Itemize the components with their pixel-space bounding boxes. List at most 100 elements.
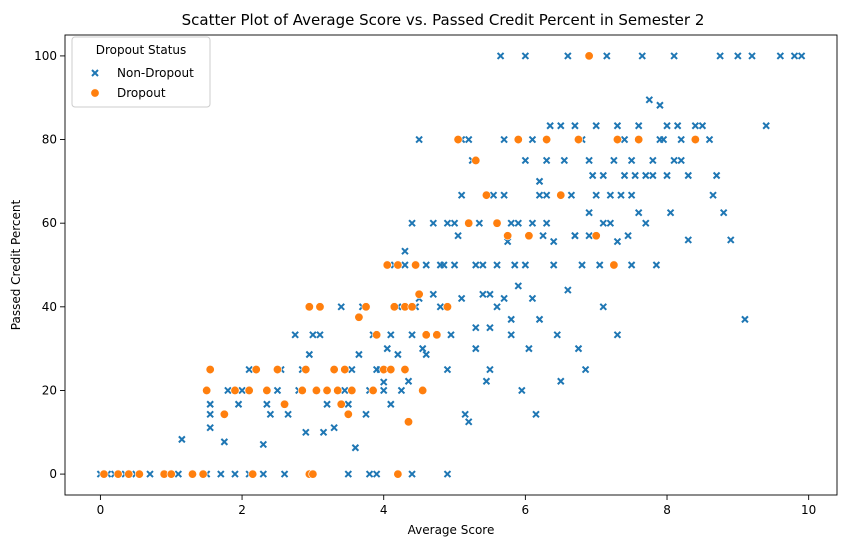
point-non-dropout xyxy=(663,171,671,180)
plot-frame xyxy=(64,34,838,496)
point-non-dropout xyxy=(365,470,374,478)
point-dropout xyxy=(361,302,371,312)
point-non-dropout xyxy=(790,52,799,60)
point-dropout xyxy=(432,330,442,340)
point-dropout xyxy=(297,385,307,395)
point-non-dropout xyxy=(553,331,561,339)
point-non-dropout xyxy=(472,344,480,353)
point-non-dropout xyxy=(521,52,530,60)
point-non-dropout xyxy=(567,191,576,199)
point-non-dropout xyxy=(546,122,554,130)
point-non-dropout xyxy=(581,365,590,374)
point-non-dropout xyxy=(613,331,622,339)
point-dropout xyxy=(393,469,403,479)
point-non-dropout xyxy=(493,261,501,269)
point-non-dropout xyxy=(571,122,579,130)
point-non-dropout xyxy=(351,444,360,452)
point-non-dropout xyxy=(560,156,569,165)
point-non-dropout xyxy=(564,286,572,294)
legend-marker-non-dropout xyxy=(91,69,99,77)
point-non-dropout xyxy=(599,171,607,180)
point-non-dropout xyxy=(797,52,806,60)
point-non-dropout xyxy=(585,232,593,240)
point-non-dropout xyxy=(542,219,551,227)
point-non-dropout xyxy=(663,122,671,130)
point-non-dropout xyxy=(603,52,611,60)
point-dropout xyxy=(634,135,644,145)
point-non-dropout xyxy=(418,344,427,353)
point-non-dropout xyxy=(525,344,533,353)
point-dropout xyxy=(262,385,272,395)
point-non-dropout xyxy=(461,410,469,418)
chart-title: Scatter Plot of Average Score vs. Passed… xyxy=(182,11,705,29)
point-dropout xyxy=(442,302,452,312)
point-non-dropout xyxy=(557,122,565,130)
point-dropout xyxy=(219,409,229,419)
point-non-dropout xyxy=(266,410,275,418)
point-non-dropout xyxy=(362,410,370,418)
point-non-dropout xyxy=(599,303,607,311)
point-non-dropout xyxy=(592,122,600,130)
y-tick-label: 60 xyxy=(42,216,57,230)
point-non-dropout xyxy=(457,294,466,303)
point-dropout xyxy=(690,135,700,145)
point-non-dropout xyxy=(482,377,491,385)
legend-label-dropout: Dropout xyxy=(117,86,166,100)
point-non-dropout xyxy=(500,294,508,303)
point-non-dropout xyxy=(578,261,586,269)
point-non-dropout xyxy=(238,386,246,395)
point-non-dropout xyxy=(652,261,661,269)
point-non-dropout xyxy=(627,261,636,269)
point-non-dropout xyxy=(656,101,664,109)
point-non-dropout xyxy=(397,386,406,395)
point-non-dropout xyxy=(631,171,639,180)
point-non-dropout xyxy=(355,350,363,359)
point-non-dropout xyxy=(387,400,395,408)
point-dropout xyxy=(205,365,215,375)
point-dropout xyxy=(113,469,123,479)
point-non-dropout xyxy=(486,324,494,332)
point-non-dropout xyxy=(206,410,214,418)
point-non-dropout xyxy=(528,135,537,144)
point-non-dropout xyxy=(549,237,558,246)
point-non-dropout xyxy=(748,52,756,60)
point-non-dropout xyxy=(383,344,391,353)
point-non-dropout xyxy=(404,377,413,385)
point-non-dropout xyxy=(539,232,547,240)
point-non-dropout xyxy=(280,470,289,478)
point-non-dropout xyxy=(479,261,487,269)
point-non-dropout xyxy=(217,470,225,478)
x-axis-label: Average Score xyxy=(408,523,495,537)
point-non-dropout xyxy=(284,410,292,418)
point-non-dropout xyxy=(507,331,515,339)
point-non-dropout xyxy=(486,365,494,374)
point-non-dropout xyxy=(627,191,636,199)
point-non-dropout xyxy=(443,470,452,478)
point-dropout xyxy=(471,155,481,165)
point-non-dropout xyxy=(507,315,515,324)
point-non-dropout xyxy=(408,331,416,339)
point-dropout xyxy=(124,469,134,479)
point-dropout xyxy=(612,135,622,145)
point-dropout xyxy=(492,218,502,228)
point-dropout xyxy=(347,385,357,395)
point-dropout xyxy=(591,231,601,241)
point-non-dropout xyxy=(245,365,253,374)
point-non-dropout xyxy=(472,324,480,332)
point-dropout xyxy=(311,385,321,395)
point-non-dropout xyxy=(670,52,678,60)
point-dropout xyxy=(333,385,343,395)
point-dropout xyxy=(99,469,109,479)
point-dropout xyxy=(414,289,424,299)
point-dropout xyxy=(329,365,339,375)
point-non-dropout xyxy=(592,191,600,199)
point-non-dropout xyxy=(302,428,310,436)
point-dropout xyxy=(340,365,350,375)
point-dropout xyxy=(134,469,144,479)
point-non-dropout xyxy=(348,365,356,374)
point-dropout xyxy=(411,260,421,270)
point-non-dropout xyxy=(486,290,494,298)
point-non-dropout xyxy=(596,261,604,269)
point-non-dropout xyxy=(372,365,381,374)
legend-label-non-dropout: Non-Dropout xyxy=(117,66,194,80)
